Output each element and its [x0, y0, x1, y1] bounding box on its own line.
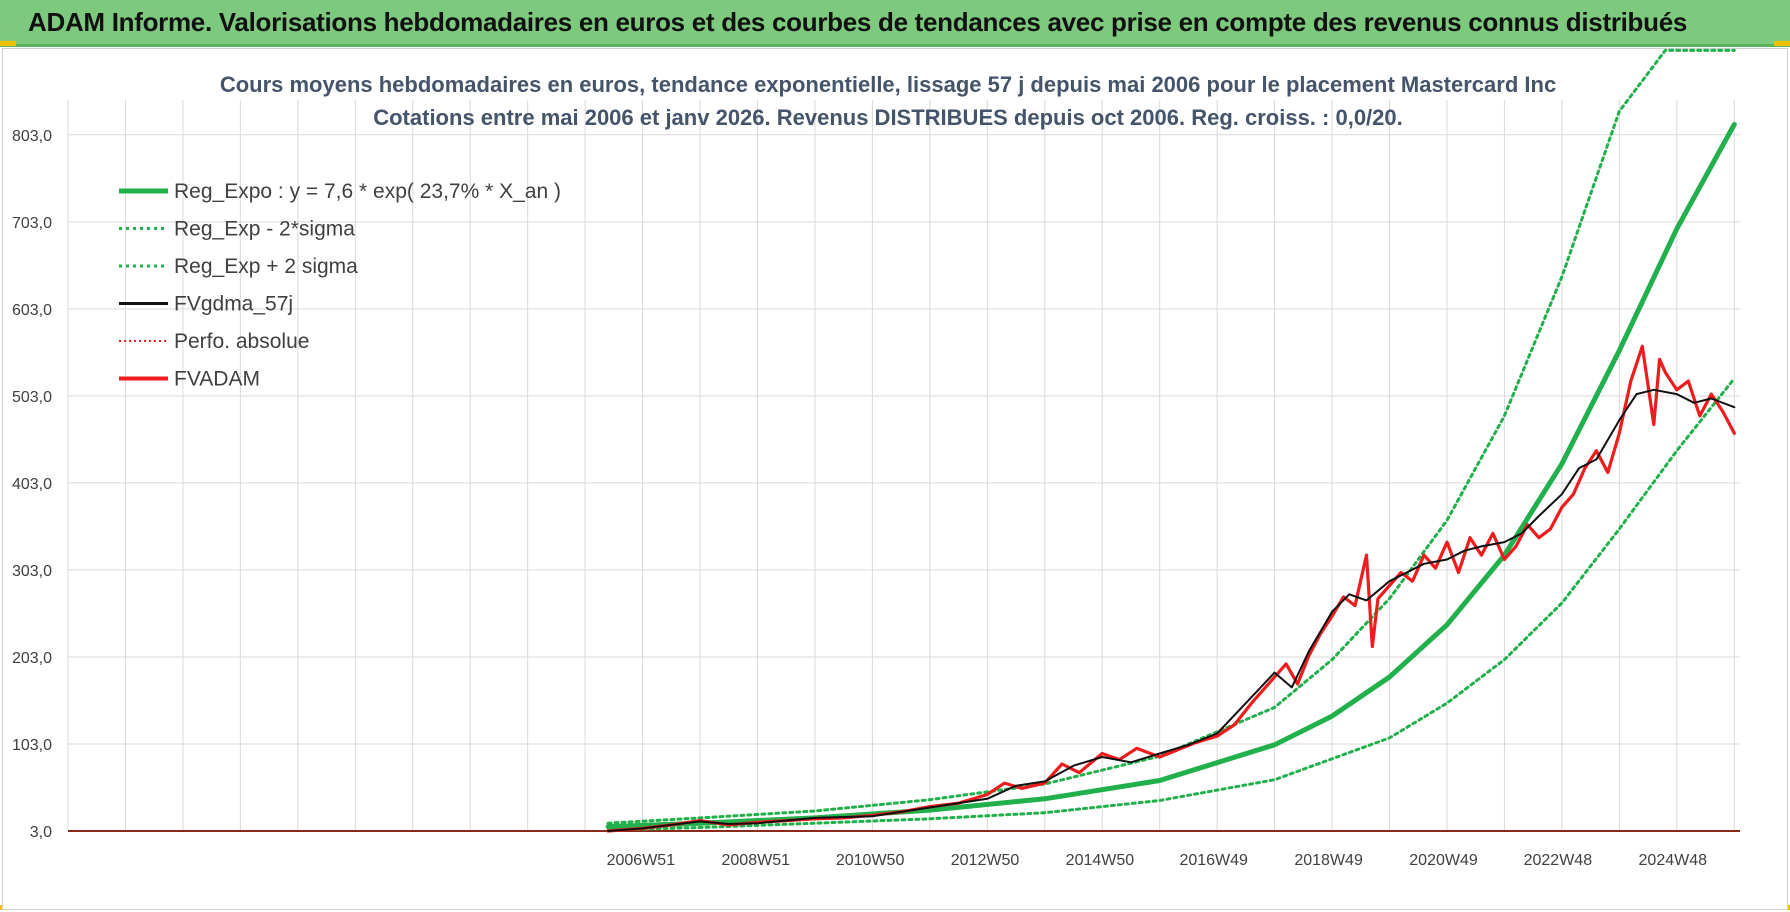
legend-label: FVADAM: [174, 368, 260, 391]
y-tick-label: 3,0: [30, 824, 52, 841]
corner-marker: [0, 41, 16, 46]
legend-label: Reg_Exp - 2*sigma: [174, 218, 355, 241]
series-line-reg-exp-2-sigma: [606, 48, 1736, 825]
series-line-reg-exp-2-sigma: [606, 377, 1736, 832]
x-tick-label: 2024W48: [1639, 852, 1708, 869]
series-line-fvadam: [606, 344, 1736, 833]
x-tick-label: 2022W48: [1524, 852, 1593, 869]
header-banner: ADAM Informe. Valorisations hebdomadaire…: [0, 0, 1790, 47]
legend-label: Perfo. absolue: [174, 330, 309, 353]
y-tick-label: 203,0: [12, 650, 52, 667]
y-tick-label: 403,0: [12, 476, 52, 493]
y-tick-label: 703,0: [12, 215, 52, 232]
chart-title-line-2: Cotations entre mai 2006 et janv 2026. R…: [373, 105, 1403, 130]
axis-ticks: 3,0 103,0 203,0 303,0 403,0 503,0 603,0 703,0 80…: [12, 128, 1707, 869]
y-tick-label: 103,0: [12, 737, 52, 754]
legend: Reg_Expo : y = 7,6 * exp( 23,7% * X_an )…: [119, 180, 561, 391]
x-tick-label: 2010W50: [836, 852, 905, 869]
chart-title-line-1: Cours moyens hebdomadaires en euros, ten…: [220, 72, 1556, 97]
legend-label: FVgdma_57j: [174, 293, 293, 316]
x-tick-label: 2016W49: [1179, 852, 1248, 869]
banner-title: ADAM Informe. Valorisations hebdomadaire…: [28, 7, 1688, 37]
series-line-fvgdma-57j: [607, 388, 1736, 832]
x-tick-label: 2012W50: [951, 852, 1020, 869]
x-tick-label: 2006W51: [607, 852, 676, 869]
y-tick-label: 803,0: [12, 128, 52, 145]
legend-label: Reg_Expo : y = 7,6 * exp( 23,7% * X_an ): [174, 180, 561, 203]
legend-label: Reg_Exp + 2 sigma: [174, 255, 358, 278]
chart-panel: [2, 48, 1788, 910]
series-group: [605, 48, 1737, 833]
series-line-reg-expo: [605, 121, 1737, 830]
x-tick-label: 2018W49: [1294, 852, 1363, 869]
x-tick-label: 2014W50: [1066, 852, 1135, 869]
y-tick-label: 603,0: [12, 302, 52, 319]
y-tick-label: 303,0: [12, 563, 52, 580]
grid: [67, 100, 1740, 832]
corner-marker: [1774, 41, 1790, 46]
y-tick-label: 503,0: [12, 389, 52, 406]
x-tick-label: 2020W49: [1409, 852, 1478, 869]
x-tick-label: 2008W51: [722, 852, 791, 869]
